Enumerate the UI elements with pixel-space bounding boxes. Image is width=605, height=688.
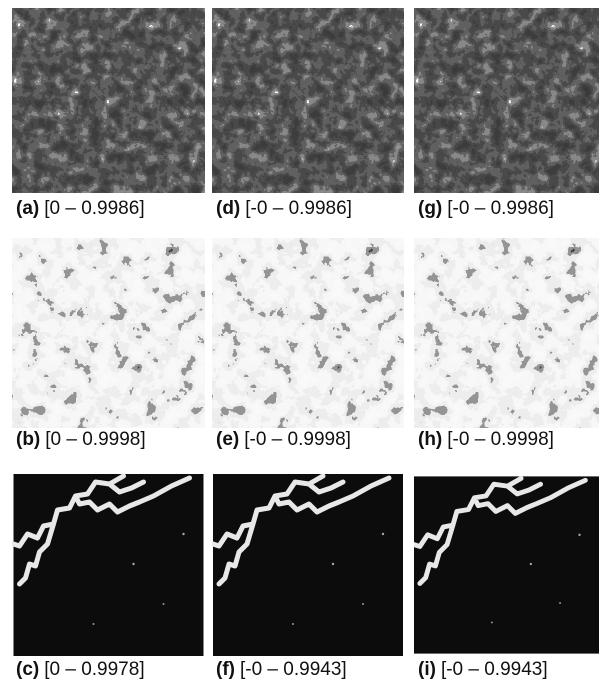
caption: (f) [-0 – 0.9943] <box>216 659 347 681</box>
panel-range: [-0 – 0.9943] <box>441 659 548 680</box>
caption: (g)[-0 – 0.9986] <box>418 198 554 220</box>
panel-label: (e) <box>216 429 239 450</box>
panel-label: (d) <box>216 198 240 219</box>
panel-range: [-0 – 0.9943] <box>240 659 347 680</box>
panel-range: [-0 – 0.9986] <box>245 198 352 219</box>
figure: (a)[0 – 0.9986](d)[-0 – 0.9986](g)[-0 – … <box>0 0 605 688</box>
caption: (a)[0 – 0.9986] <box>16 198 145 220</box>
satellite-image <box>414 474 599 656</box>
panel-range: [-0 – 0.9998] <box>244 429 351 450</box>
caption: (e)[-0 – 0.9998] <box>216 429 351 451</box>
caption: (h)[-0 – 0.9998] <box>418 429 554 451</box>
panel-label: (h) <box>418 429 442 450</box>
panel-range: [0 – 0.9986] <box>44 198 144 219</box>
satellite-image <box>12 8 205 193</box>
panel-range: [0 – 0.9978] <box>44 659 144 680</box>
satellite-image <box>12 474 205 656</box>
satellite-image <box>212 238 404 428</box>
panel-label: (i) <box>418 659 436 680</box>
caption: (i) [-0 – 0.9943] <box>418 659 548 681</box>
panel-label: (f) <box>216 659 235 680</box>
panel-label: (b) <box>16 429 40 450</box>
satellite-image <box>12 238 205 428</box>
satellite-image <box>414 238 599 428</box>
satellite-image <box>212 474 404 656</box>
panel-label: (c) <box>16 659 39 680</box>
panel-range: [-0 – 0.9998] <box>447 429 554 450</box>
caption: (c)[0 – 0.9978] <box>16 659 145 681</box>
caption: (d)[-0 – 0.9986] <box>216 198 352 220</box>
panel-range: [0 – 0.9998] <box>45 429 145 450</box>
satellite-image <box>414 8 599 193</box>
panel-range: [-0 – 0.9986] <box>447 198 554 219</box>
caption: (b)[0 – 0.9998] <box>16 429 146 451</box>
panel-label: (g) <box>418 198 442 219</box>
panel-label: (a) <box>16 198 39 219</box>
satellite-image <box>212 8 404 193</box>
